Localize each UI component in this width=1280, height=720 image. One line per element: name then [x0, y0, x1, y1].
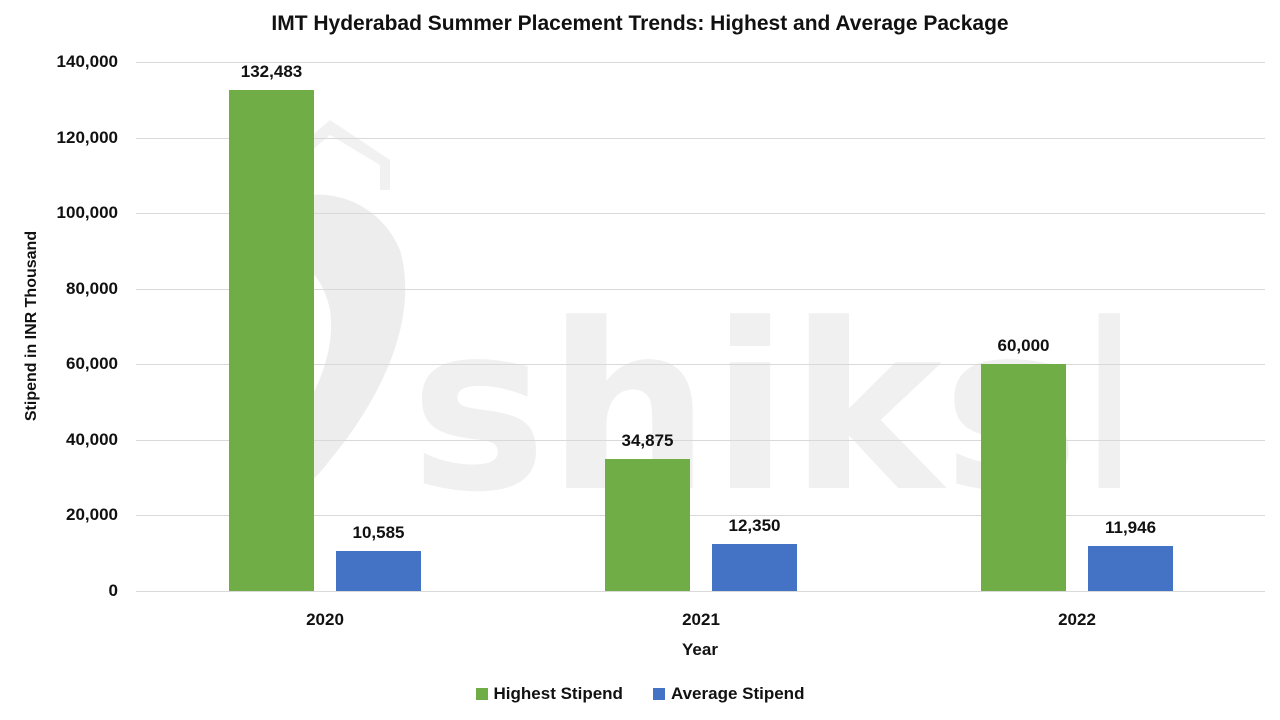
legend-swatch-average	[652, 688, 665, 700]
bar-highest-2022	[981, 364, 1066, 591]
data-label: 10,585	[352, 523, 405, 542]
y-tick-label: 140,000	[56, 52, 118, 71]
legend-item-average: Average Stipend	[652, 684, 805, 704]
gridline	[136, 213, 1265, 214]
gridline	[136, 364, 1265, 365]
x-tick-label: 2022	[1058, 610, 1096, 629]
legend-swatch-highest	[475, 688, 488, 700]
bar-highest-2021	[605, 459, 690, 591]
legend: Highest Stipend Average Stipend	[0, 684, 1280, 704]
gridline	[136, 440, 1265, 441]
data-label: 12,350	[728, 516, 781, 536]
y-tick-label: 20,000	[66, 505, 118, 525]
legend-item-highest: Highest Stipend	[475, 684, 623, 704]
data-label: 11,946	[1104, 517, 1157, 537]
data-label: 132,483	[240, 62, 303, 82]
data-label: 60,000	[997, 336, 1050, 356]
x-axis-label: Year	[682, 640, 718, 659]
gridline	[136, 515, 1265, 516]
legend-label-highest: Highest Stipend	[493, 684, 623, 703]
gridline	[136, 62, 1265, 63]
y-tick-label: 0	[108, 581, 118, 600]
bar-highest-2020	[229, 90, 314, 591]
gridline	[136, 591, 1265, 592]
gridline	[136, 138, 1265, 139]
legend-label-average: Average Stipend	[670, 684, 805, 703]
bar-average-2020	[336, 551, 421, 591]
x-tick-label: 2020	[306, 610, 344, 629]
bar-average-2022	[1088, 545, 1173, 591]
gridline	[136, 289, 1265, 290]
bar-average-2021	[712, 544, 797, 591]
chart-title: IMT Hyderabad Summer Placement Trends: H…	[271, 12, 1009, 35]
y-tick-label: 80,000	[66, 278, 118, 298]
y-tick-label: 120,000	[56, 127, 118, 147]
y-tick-label: 40,000	[66, 429, 118, 449]
data-label: 34,875	[621, 431, 674, 451]
y-axis-label: Stipend in INR Thousand	[23, 230, 40, 422]
y-tick-label: 60,000	[66, 354, 118, 374]
x-tick-label: 2021	[682, 610, 720, 629]
y-tick-label: 100,000	[56, 203, 118, 223]
